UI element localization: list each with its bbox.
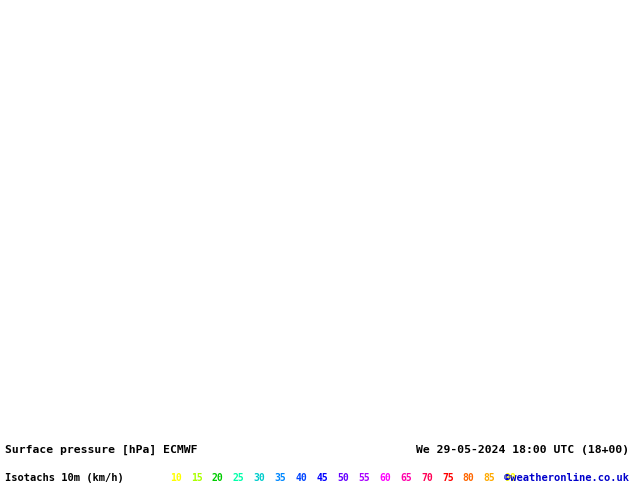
Text: 55: 55 bbox=[358, 473, 370, 483]
Text: Isotachs 10m (km/h): Isotachs 10m (km/h) bbox=[5, 473, 124, 483]
Text: 75: 75 bbox=[442, 473, 454, 483]
Text: 65: 65 bbox=[400, 473, 412, 483]
Text: 80: 80 bbox=[463, 473, 475, 483]
Text: 45: 45 bbox=[316, 473, 328, 483]
Text: We 29-05-2024 18:00 UTC (18+00): We 29-05-2024 18:00 UTC (18+00) bbox=[416, 445, 629, 455]
Text: 35: 35 bbox=[275, 473, 287, 483]
Text: 85: 85 bbox=[484, 473, 496, 483]
Text: 60: 60 bbox=[379, 473, 391, 483]
Text: ©weatheronline.co.uk: ©weatheronline.co.uk bbox=[504, 473, 629, 483]
Text: 30: 30 bbox=[254, 473, 266, 483]
Text: 40: 40 bbox=[295, 473, 307, 483]
Text: Surface pressure [hPa] ECMWF: Surface pressure [hPa] ECMWF bbox=[5, 445, 198, 455]
Text: 70: 70 bbox=[421, 473, 433, 483]
Text: 20: 20 bbox=[212, 473, 224, 483]
Text: 25: 25 bbox=[233, 473, 245, 483]
Text: 10: 10 bbox=[170, 473, 182, 483]
Text: 90: 90 bbox=[505, 473, 517, 483]
Text: 15: 15 bbox=[191, 473, 203, 483]
Text: 50: 50 bbox=[337, 473, 349, 483]
